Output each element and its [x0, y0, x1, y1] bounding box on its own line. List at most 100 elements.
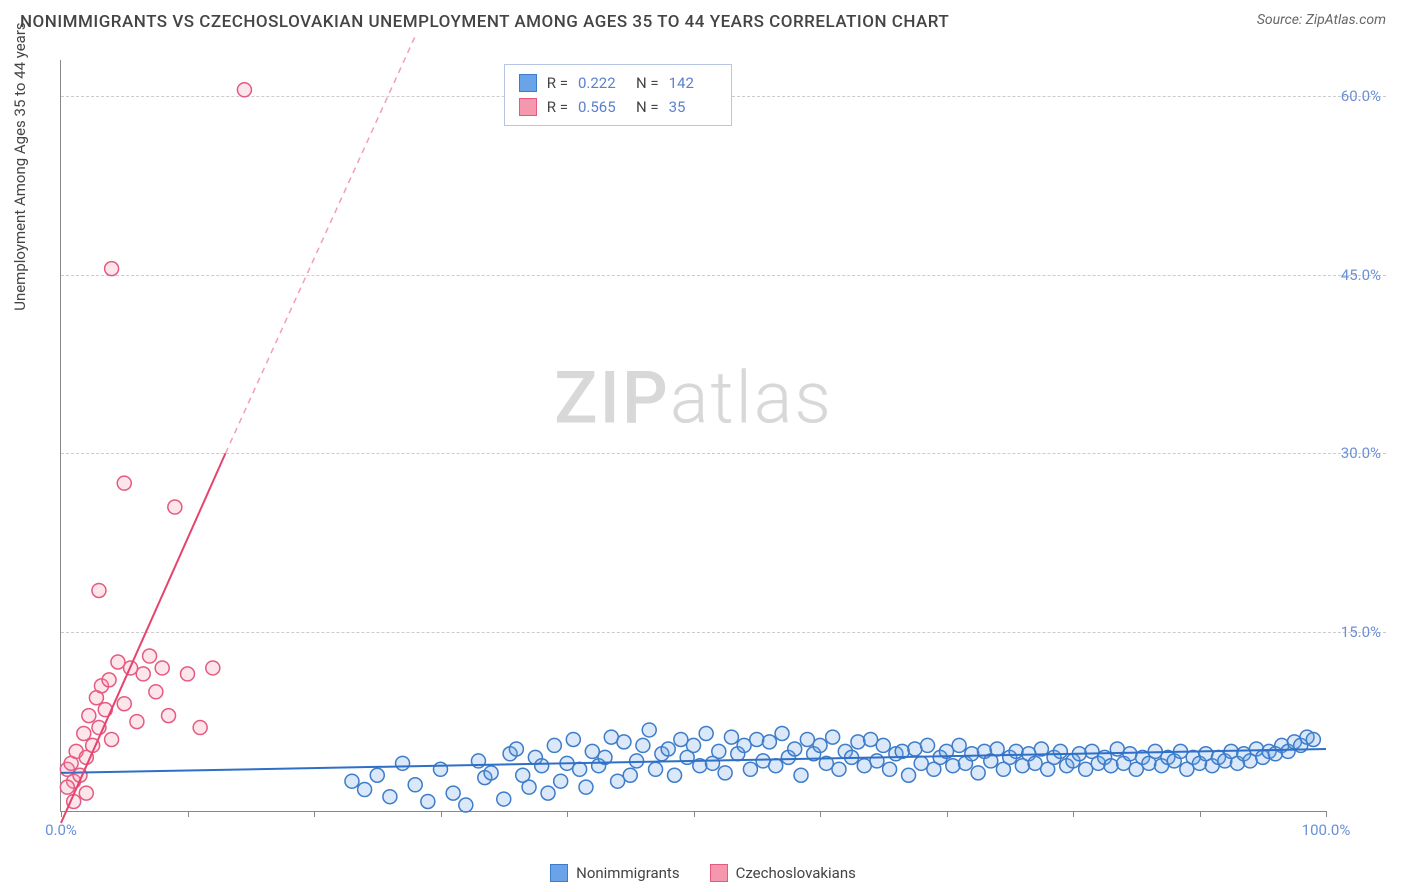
data-point — [370, 768, 384, 782]
data-point — [130, 715, 144, 729]
data-point — [82, 709, 96, 723]
data-point — [1104, 759, 1118, 773]
legend-label-blue: Nonimmigrants — [576, 864, 679, 882]
data-point — [585, 744, 599, 758]
data-point — [756, 754, 770, 768]
data-point — [136, 667, 150, 681]
n-label: N = — [636, 95, 659, 119]
data-point — [832, 762, 846, 776]
data-point — [876, 738, 890, 752]
data-point — [1079, 762, 1093, 776]
data-point — [421, 794, 435, 808]
n-label: N = — [636, 71, 659, 95]
data-point — [737, 738, 751, 752]
x-tick — [61, 811, 62, 817]
x-tick — [1200, 811, 1201, 817]
legend-swatch-blue — [550, 864, 568, 882]
data-point — [579, 780, 593, 794]
data-point — [60, 780, 74, 794]
data-point — [459, 798, 473, 812]
source-attribution: Source: ZipAtlas.com — [1257, 12, 1386, 28]
swatch-pink — [519, 98, 537, 116]
data-point — [434, 762, 448, 776]
data-point — [79, 786, 93, 800]
y-axis-label: Unemployment Among Ages 35 to 44 years — [11, 22, 29, 310]
data-point — [699, 727, 713, 741]
x-tick-label: 0.0% — [45, 821, 77, 839]
chart-container: Unemployment Among Ages 35 to 44 years Z… — [50, 50, 1386, 842]
data-point — [649, 762, 663, 776]
y-tick-label: 60.0% — [1341, 87, 1381, 105]
data-point — [965, 747, 979, 761]
legend-label-pink: Czechoslovakians — [736, 864, 856, 882]
data-point — [914, 756, 928, 770]
n-value-blue: 142 — [669, 71, 717, 95]
data-point — [358, 783, 372, 797]
y-tick-label: 45.0% — [1341, 266, 1381, 284]
data-point — [92, 583, 106, 597]
stats-row-pink: R = 0.565 N = 35 — [519, 95, 717, 119]
data-point — [143, 649, 157, 663]
x-tick — [1073, 811, 1074, 817]
data-point — [902, 768, 916, 782]
legend-item-pink: Czechoslovakians — [710, 864, 856, 882]
data-point — [769, 759, 783, 773]
data-point — [661, 742, 675, 756]
r-label: R = — [547, 71, 568, 95]
x-tick — [188, 811, 189, 817]
data-point — [611, 774, 625, 788]
trend-line — [61, 453, 225, 823]
y-tick-label: 15.0% — [1341, 623, 1381, 641]
data-point — [826, 730, 840, 744]
r-value-blue: 0.222 — [578, 71, 626, 95]
x-tick — [820, 811, 821, 817]
data-point — [155, 661, 169, 675]
data-point — [712, 744, 726, 758]
stats-row-blue: R = 0.222 N = 142 — [519, 71, 717, 95]
r-value-pink: 0.565 — [578, 95, 626, 119]
data-point — [623, 768, 637, 782]
data-point — [162, 709, 176, 723]
x-tick-label: 100.0% — [1302, 821, 1351, 839]
data-point — [535, 759, 549, 773]
data-point — [345, 774, 359, 788]
plot-area: ZIPatlas 15.0%30.0%45.0%60.0% 0.0%100.0%… — [60, 60, 1326, 812]
data-point — [573, 762, 587, 776]
data-point — [1306, 732, 1320, 746]
x-tick — [567, 811, 568, 817]
data-point — [870, 754, 884, 768]
data-point — [1028, 756, 1042, 770]
data-point — [383, 790, 397, 804]
data-point — [206, 661, 220, 675]
data-point — [794, 768, 808, 782]
data-point — [674, 732, 688, 746]
data-point — [117, 697, 131, 711]
data-point — [687, 738, 701, 752]
data-point — [883, 762, 897, 776]
data-point — [149, 685, 163, 699]
data-point — [857, 759, 871, 773]
data-point — [908, 742, 922, 756]
data-point — [1009, 744, 1023, 758]
data-point — [718, 766, 732, 780]
data-point — [237, 83, 251, 97]
data-point — [971, 766, 985, 780]
data-point — [554, 774, 568, 788]
data-point — [509, 742, 523, 756]
data-point — [724, 730, 738, 744]
data-point — [484, 766, 498, 780]
trend-line — [225, 36, 415, 453]
data-point — [111, 655, 125, 669]
x-tick — [314, 811, 315, 817]
data-point — [522, 780, 536, 794]
x-tick — [1326, 811, 1327, 817]
plot-svg — [61, 60, 1326, 811]
stats-legend: R = 0.222 N = 142 R = 0.565 N = 35 — [504, 64, 732, 126]
data-point — [990, 742, 1004, 756]
data-point — [813, 738, 827, 752]
data-point — [668, 768, 682, 782]
r-label: R = — [547, 95, 568, 119]
data-point — [102, 673, 116, 687]
data-point — [181, 667, 195, 681]
data-point — [193, 721, 207, 735]
